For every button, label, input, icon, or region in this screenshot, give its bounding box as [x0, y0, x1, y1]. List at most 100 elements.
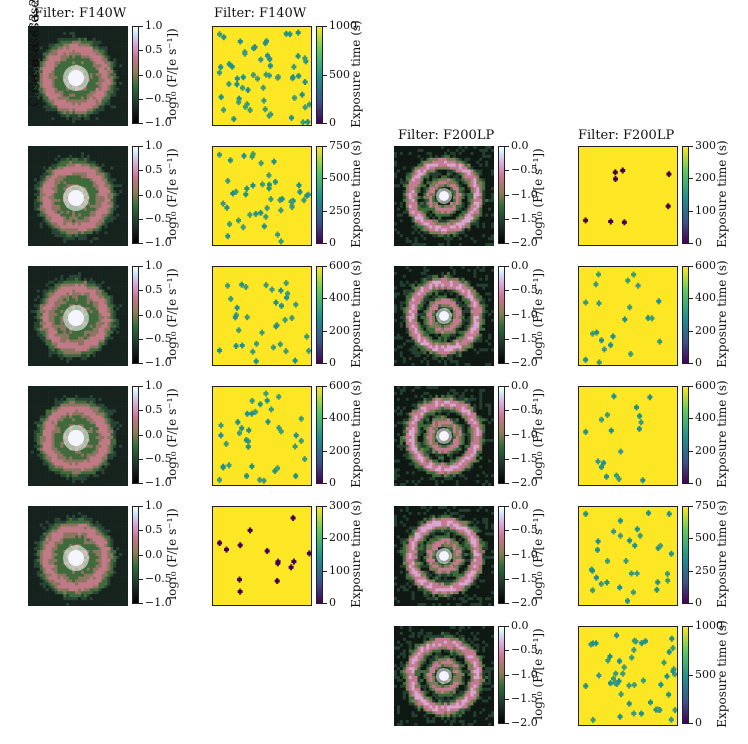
- colorbar-tick-mark: [323, 506, 327, 507]
- colorbar-tick-label: 500: [329, 67, 350, 81]
- colorbar-tick-label: 600: [695, 379, 716, 392]
- colorbar-tick-mark: [139, 530, 143, 532]
- colorbar-tick-label: 0: [695, 236, 702, 249]
- colorbar-tick-mark: [689, 483, 693, 484]
- colorbar-tick-label: −1.5: [511, 331, 538, 345]
- colorbar-tick-label: −0.5: [511, 283, 538, 297]
- colorbar-tick-label: 0.0: [145, 187, 163, 201]
- flux-colorbar: [132, 26, 139, 124]
- colorbar-tick-label: 0: [695, 596, 702, 609]
- colorbar-tick-label: −1.0: [145, 596, 172, 609]
- colorbar-tick-label: 0: [695, 476, 702, 489]
- colorbar-tick-mark: [689, 506, 693, 507]
- colorbar-tick-label: 250: [695, 563, 716, 577]
- colorbar-tick-label: −1.0: [145, 236, 172, 249]
- colorbar-tick-label: 200: [695, 323, 716, 337]
- colorbar-tick-label: 0.0: [511, 499, 529, 512]
- colorbar-tick-label: 200: [695, 443, 716, 457]
- colorbar-tick-label: −2.0: [511, 356, 538, 369]
- colorbar-tick-label: 250: [329, 203, 350, 217]
- colorbar-tick-mark: [139, 483, 143, 484]
- exposure-colorbar: [316, 506, 323, 604]
- column-title-3: Filter: F200LP: [398, 128, 495, 143]
- colorbar-tick-label: 0.0: [145, 307, 163, 321]
- colorbar-tick-mark: [689, 146, 693, 147]
- exposure-colorbar-label: Exposure time (s): [349, 500, 363, 608]
- colorbar-tick-label: 0: [695, 716, 702, 729]
- colorbar-tick-label: 100: [695, 203, 716, 217]
- colorbar-tick-mark: [689, 210, 693, 212]
- flux-colorbar-label: log₁₀ (F/[e s⁻¹]): [165, 28, 179, 120]
- flux-colorbar: [498, 626, 505, 724]
- colorbar-tick-mark: [505, 723, 509, 724]
- colorbar-tick-mark: [139, 266, 143, 267]
- colorbar-tick-label: −0.5: [145, 451, 172, 465]
- colorbar-tick-mark: [323, 123, 327, 124]
- colorbar-tick-mark: [323, 266, 327, 267]
- flux-image: [394, 506, 494, 606]
- flux-image: [394, 146, 494, 246]
- colorbar-tick-mark: [689, 266, 693, 267]
- flux-colorbar: [132, 506, 139, 604]
- colorbar-tick-mark: [323, 243, 327, 244]
- colorbar-tick-mark: [689, 570, 693, 572]
- colorbar-tick-label: 200: [329, 323, 350, 337]
- exposure-colorbar: [682, 506, 689, 604]
- colorbar-tick-mark: [505, 603, 509, 604]
- colorbar-tick-label: −0.5: [511, 163, 538, 177]
- colorbar-tick-mark: [505, 266, 509, 267]
- colorbar-tick-label: −1.0: [511, 427, 538, 441]
- exposure-colorbar-label: Exposure time (s): [715, 620, 729, 728]
- colorbar-tick-mark: [505, 146, 509, 147]
- colorbar-tick-label: −1.0: [145, 356, 172, 369]
- column-title-2: Filter: F140W: [214, 6, 307, 21]
- colorbar-tick-label: 0: [329, 236, 336, 249]
- colorbar-tick-mark: [139, 578, 143, 580]
- colorbar-tick-mark: [505, 410, 509, 412]
- exposure-map: [212, 386, 312, 486]
- exposure-colorbar-label: Exposure time (s): [349, 20, 363, 128]
- colorbar-tick-label: 400: [329, 411, 350, 425]
- colorbar-tick-mark: [139, 314, 143, 316]
- colorbar-tick-mark: [505, 194, 509, 196]
- flux-colorbar-label: log₁₀ (F/[e s⁻¹]): [531, 268, 545, 360]
- colorbar-tick-mark: [139, 506, 143, 507]
- colorbar-tick-label: −1.5: [511, 211, 538, 225]
- colorbar-tick-mark: [689, 363, 693, 364]
- exposure-colorbar: [682, 386, 689, 484]
- flux-image: [28, 266, 128, 366]
- colorbar-tick-mark: [505, 483, 509, 484]
- colorbar-tick-mark: [323, 298, 327, 300]
- colorbar-tick-mark: [323, 570, 327, 572]
- flux-colorbar: [132, 266, 139, 364]
- exposure-colorbar: [316, 386, 323, 484]
- colorbar-tick-mark: [505, 458, 509, 460]
- colorbar-tick-label: 300: [695, 139, 716, 152]
- colorbar-tick-label: 0.5: [145, 283, 163, 297]
- colorbar-tick-label: 750: [695, 499, 716, 512]
- colorbar-tick-mark: [689, 418, 693, 420]
- colorbar-tick-label: −0.5: [511, 643, 538, 657]
- colorbar-tick-mark: [323, 538, 327, 540]
- column-title-1: Filter: F140W: [34, 6, 127, 21]
- colorbar-tick-label: 400: [329, 291, 350, 305]
- colorbar-tick-mark: [323, 418, 327, 420]
- colorbar-tick-mark: [505, 674, 509, 676]
- colorbar-tick-mark: [505, 363, 509, 364]
- flux-image: [394, 266, 494, 366]
- colorbar-tick-label: −1.5: [511, 571, 538, 585]
- colorbar-tick-label: 200: [695, 171, 716, 185]
- colorbar-tick-mark: [689, 330, 693, 332]
- colorbar-tick-mark: [139, 98, 143, 100]
- colorbar-tick-label: −0.5: [145, 211, 172, 225]
- colorbar-tick-mark: [139, 434, 143, 436]
- colorbar-tick-label: 750: [329, 139, 350, 152]
- colorbar-tick-label: −1.0: [511, 307, 538, 321]
- colorbar-tick-mark: [505, 530, 509, 532]
- colorbar-tick-label: 0.0: [145, 427, 163, 441]
- colorbar-tick-label: −0.5: [511, 523, 538, 537]
- exposure-colorbar-label: Exposure time (s): [715, 500, 729, 608]
- colorbar-tick-mark: [139, 50, 143, 52]
- colorbar-tick-mark: [505, 290, 509, 292]
- colorbar-tick-mark: [689, 674, 693, 676]
